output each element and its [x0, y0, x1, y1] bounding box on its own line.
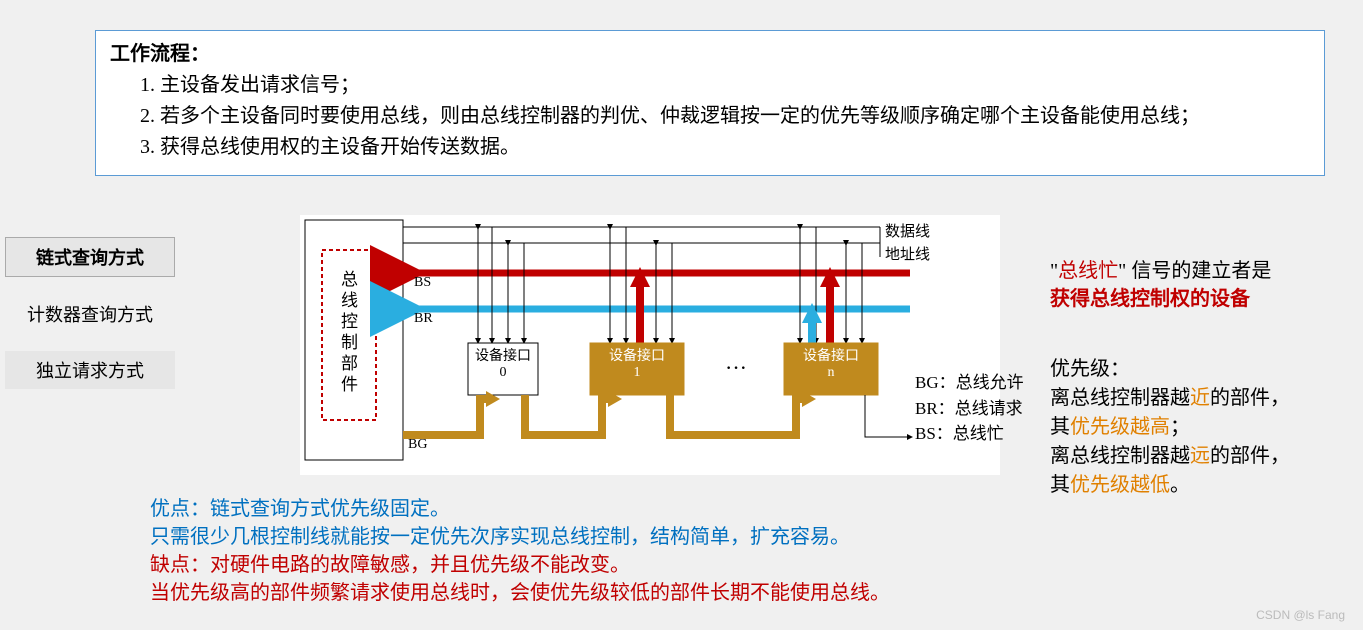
svg-text:···: ···	[725, 355, 747, 380]
addr-line-label: 地址线	[885, 243, 930, 264]
br-label: BR	[414, 311, 433, 327]
rn1-a: "	[1050, 260, 1058, 282]
bg-label: BG	[408, 437, 427, 453]
priority-title: 优先级：	[1050, 355, 1290, 384]
legend-bs: BS：总线忙	[915, 421, 1024, 447]
controller-label: 总线控制部件	[335, 270, 360, 396]
rn2-l1a: 离总线控制器越	[1050, 387, 1190, 409]
legend-br: BR：总线请求	[915, 396, 1024, 422]
workflow-step-2: 2. 若多个主设备同时要使用总线，则由总线控制器的判优、仲裁逻辑按一定的优先等级…	[110, 101, 1310, 132]
devn-l2: n	[828, 365, 835, 380]
disadvantage-1: 缺点：对硬件电路的故障敏感，并且优先级不能改变。	[150, 551, 890, 579]
legend-bg: BG：总线允许	[915, 370, 1024, 396]
workflow-title: 工作流程：	[110, 39, 1310, 70]
watermark: CSDN @ls Fang	[1256, 608, 1345, 622]
rn2-l1c: 的部件，	[1210, 387, 1290, 409]
rn2-l4a: 其	[1050, 474, 1070, 496]
bs-label: BS	[414, 275, 431, 291]
rn2-l3c: 的部件，	[1210, 445, 1290, 467]
bus-diagram: ··· 总线控制部件 数据线 地址线 BS BR BG 设备接口 0 设备接口 …	[300, 215, 1000, 475]
rn2-l2c: ；	[1170, 416, 1190, 438]
devn-l1: 设备接口	[803, 349, 859, 364]
rn2-l1b: 近	[1190, 387, 1210, 409]
sidebar-item-independent[interactable]: 独立请求方式	[5, 351, 175, 389]
priority-note: 优先级： 离总线控制器越近的部件， 其优先级越高； 离总线控制器越远的部件， 其…	[1050, 355, 1290, 500]
sidebar: 链式查询方式 计数器查询方式 独立请求方式	[5, 237, 175, 407]
dev1-l2: 1	[634, 365, 641, 380]
workflow-box: 工作流程： 1. 主设备发出请求信号； 2. 若多个主设备同时要使用总线，则由总…	[95, 30, 1325, 176]
rn2-l3b: 远	[1190, 445, 1210, 467]
rn1-p2: 获得总线控制权的设备	[1050, 288, 1250, 310]
data-line-label: 数据线	[885, 220, 930, 241]
rn2-l3a: 离总线控制器越	[1050, 445, 1190, 467]
bottom-notes: 优点：链式查询方式优先级固定。 只需很少几根控制线就能按一定优先次序实现总线控制…	[150, 495, 890, 607]
workflow-step-1: 1. 主设备发出请求信号；	[110, 70, 1310, 101]
sidebar-item-counter[interactable]: 计数器查询方式	[5, 295, 175, 333]
dev0-l1: 设备接口	[475, 349, 531, 364]
disadvantage-2: 当优先级高的部件频繁请求使用总线时，会使优先级较低的部件长期不能使用总线。	[150, 579, 890, 607]
dev1-l1: 设备接口	[609, 349, 665, 364]
rn2-l2a: 其	[1050, 416, 1070, 438]
advantage-2: 只需很少几根控制线就能按一定优先次序实现总线控制，结构简单，扩充容易。	[150, 523, 890, 551]
advantage-1: 优点：链式查询方式优先级固定。	[150, 495, 890, 523]
bus-busy-note: "总线忙" 信号的建立者是 获得总线控制权的设备	[1050, 257, 1271, 313]
rn1-b: 总线忙	[1058, 260, 1118, 282]
rn2-l4b: 优先级越低	[1070, 474, 1170, 496]
signal-legend: BG：总线允许 BR：总线请求 BS：总线忙	[915, 370, 1024, 447]
workflow-step-3: 3. 获得总线使用权的主设备开始传送数据。	[110, 132, 1310, 163]
rn1-c: " 信号的建立者是	[1118, 260, 1271, 282]
rn2-l4c: 。	[1170, 474, 1190, 496]
sidebar-item-chain[interactable]: 链式查询方式	[5, 237, 175, 277]
rn2-l2b: 优先级越高	[1070, 416, 1170, 438]
dev0-l2: 0	[500, 365, 507, 380]
